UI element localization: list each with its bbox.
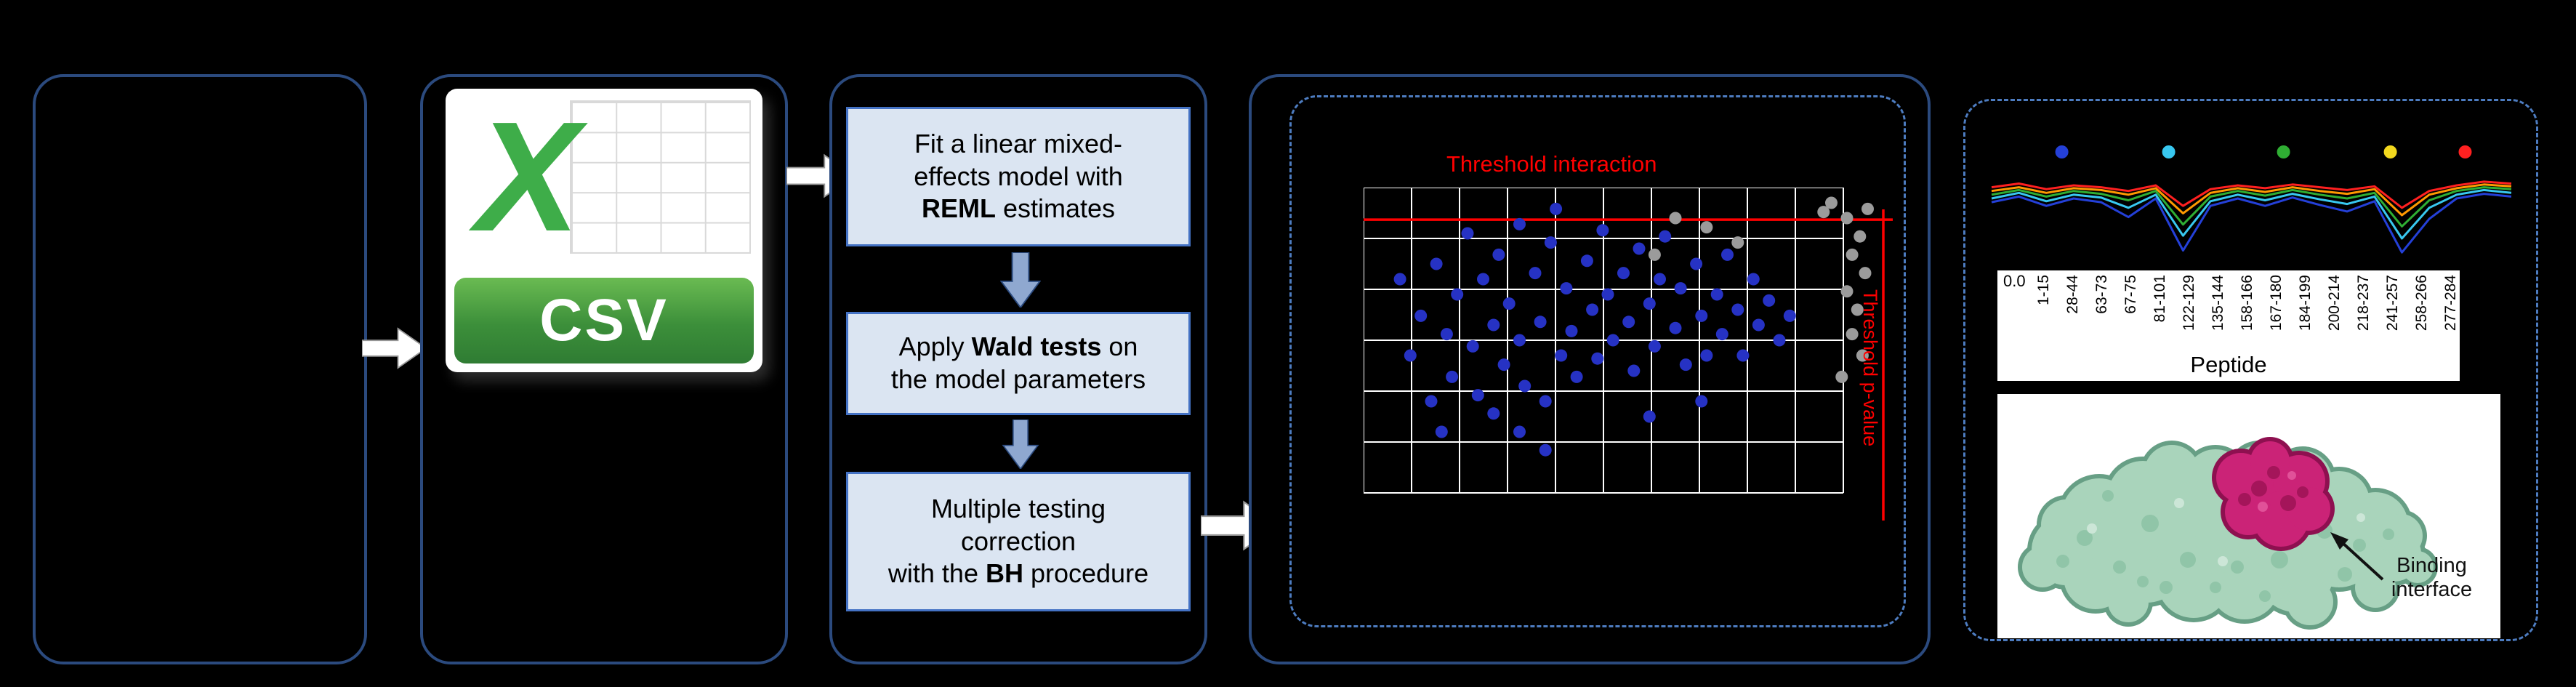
volcano-panel [1249,74,1931,664]
uptake-chart [1991,145,2512,254]
csv-banner-label: CSV [454,278,754,363]
peptide-axis-box: 0.0 1-15 28-44 63-73 67-75 81-101 122-129 135-… [1997,270,2460,381]
protein-structure-illustration [2018,437,2438,630]
peptide-tick-label: 184-199 [2297,275,2314,332]
step-fit-model: Fit a linear mixed- effects model with R… [846,107,1191,246]
peptide-tick-label: 218-237 [2355,275,2372,332]
peptide-tick-label: 167-180 [2268,275,2285,332]
excel-x-icon: X [475,88,581,264]
peptide-tick-label: 241-257 [2384,275,2401,332]
peptide-tick-label: 277-284 [2442,275,2459,332]
volcano-dashed-region [1289,95,1906,627]
peptide-tick-label: 67-75 [2122,275,2139,314]
peptide-tick-label: 63-73 [2093,275,2110,314]
protein-structure-box: Binding interface [1997,394,2500,638]
threshold-pvalue-label: Threshold p-value [1859,289,1881,447]
results-dashed-region [1963,99,2538,641]
peptide-axis-title: Peptide [2190,352,2267,377]
peptide-tick-label: 200-214 [2326,275,2343,332]
y-axis-tick-label: 0.0 [2003,272,2026,290]
step-wald-tests: Apply Wald tests on the model parameters [846,312,1191,415]
csv-file-icon: X CSV [446,89,762,372]
step-text: Fit a linear mixed- effects model with R… [914,129,1123,224]
spreadsheet-grid-icon [570,100,751,254]
step-text: Multiple testing correction with the BH … [887,494,1149,589]
step-text: Apply Wald tests on the model parameters [890,332,1146,394]
input-data-panel [33,74,367,664]
peptide-tick-label: 122-129 [2181,275,2197,332]
binding-interface-label: Binding interface [2391,554,2473,602]
volcano-plot [1364,188,1893,521]
step-multiple-testing: Multiple testing correction with the BH … [846,472,1191,611]
peptide-tick-label: 135-144 [2210,275,2226,332]
peptide-tick-label: 28-44 [2064,275,2081,314]
peptide-tick-label: 81-101 [2152,275,2168,323]
peptide-tick-label: 1-15 [2035,275,2052,306]
peptide-tick-label: 158-166 [2239,275,2255,332]
flow-arrow-right-icon [362,327,427,369]
threshold-interaction-label: Threshold interaction [1446,151,1657,177]
peptide-tick-label: 258-266 [2413,275,2430,332]
step-down-arrow-icon [1000,252,1041,308]
step-down-arrow-icon [1002,419,1039,469]
